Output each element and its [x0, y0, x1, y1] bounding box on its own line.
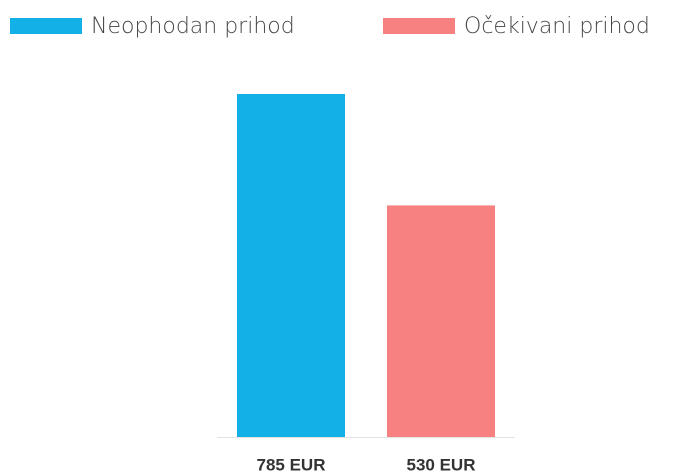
bar — [237, 94, 345, 437]
bar — [387, 205, 495, 437]
legend-label: Očekivani prihod — [464, 14, 650, 39]
value-label: 785 EUR — [257, 455, 326, 474]
legend-swatch — [383, 18, 455, 34]
legend-swatch — [10, 18, 82, 34]
value-label: 530 EUR — [407, 455, 476, 474]
legend-label: Neophodan prihod — [91, 14, 295, 39]
